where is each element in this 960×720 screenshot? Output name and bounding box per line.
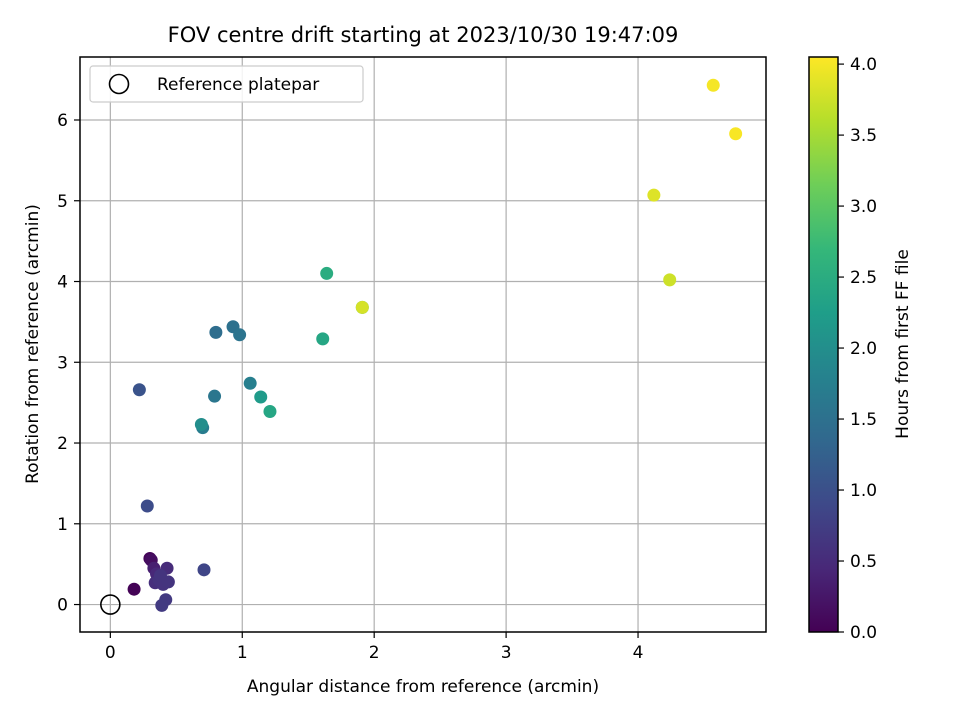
data-point <box>197 563 211 577</box>
x-axis-ticks: 0 1 2 3 4 <box>105 632 644 663</box>
grid <box>80 57 766 632</box>
colorbar-gradient <box>809 57 838 632</box>
data-point <box>209 325 223 339</box>
colorbar-tick-label: 1.0 <box>850 481 877 501</box>
data-points <box>127 78 743 612</box>
x-tick-label: 0 <box>105 643 116 663</box>
data-point <box>208 389 222 403</box>
data-point <box>132 383 146 397</box>
colorbar-tick-label: 4.0 <box>850 55 877 75</box>
colorbar-tick-label: 0.0 <box>850 623 877 643</box>
legend: Reference platepar <box>89 65 364 103</box>
colorbar-tick-label: 1.5 <box>850 410 877 430</box>
data-point <box>254 390 268 404</box>
data-point <box>263 405 277 419</box>
data-point <box>243 376 257 390</box>
data-point <box>663 273 677 287</box>
data-point <box>355 300 369 314</box>
plot-area: 0 1 2 3 4 0 1 2 3 4 5 6 <box>57 56 767 663</box>
chart-title: FOV centre drift starting at 2023/10/30 … <box>168 23 679 47</box>
data-point <box>320 266 334 280</box>
data-point <box>153 568 167 582</box>
legend-box <box>89 65 364 103</box>
y-tick-label: 0 <box>57 596 68 616</box>
y-tick-label: 1 <box>57 515 68 535</box>
colorbar-tick-label: 2.0 <box>850 339 877 359</box>
x-tick-label: 4 <box>633 643 644 663</box>
data-point <box>233 328 247 342</box>
colorbar-frame <box>808 56 839 633</box>
data-point <box>155 598 169 612</box>
data-point <box>729 127 743 141</box>
plot-background <box>80 57 766 632</box>
colorbar: 0.0 0.5 1.0 1.5 2.0 2.5 3.0 3.5 4.0 Hours from f… <box>808 55 913 643</box>
data-point <box>140 499 154 513</box>
y-axis-label: Rotation from reference (arcmin) <box>23 204 43 484</box>
colorbar-tick-label: 2.5 <box>850 268 877 288</box>
colorbar-tick-label: 3.0 <box>850 197 877 217</box>
x-tick-label: 3 <box>501 643 512 663</box>
x-tick-label: 2 <box>369 643 380 663</box>
y-tick-label: 3 <box>57 353 68 373</box>
y-tick-label: 5 <box>57 192 68 212</box>
reference-platepar-marker <box>100 594 121 615</box>
y-tick-label: 2 <box>57 434 68 454</box>
y-tick-label: 6 <box>57 111 68 131</box>
colorbar-label: Hours from first FF file <box>893 249 913 439</box>
y-axis-ticks: 0 1 2 3 4 5 6 <box>57 111 80 616</box>
legend-reference-marker <box>108 73 130 95</box>
colorbar-tick-label: 0.5 <box>850 552 877 572</box>
data-point <box>316 332 330 346</box>
legend-label: Reference platepar <box>157 75 319 95</box>
data-point <box>194 417 208 431</box>
data-point <box>706 78 720 92</box>
colorbar-tick-label: 3.5 <box>850 126 877 146</box>
data-point <box>647 188 661 202</box>
y-tick-label: 4 <box>57 273 68 293</box>
x-axis-label: Angular distance from reference (arcmin) <box>247 677 599 697</box>
colorbar-ticks: 0.0 0.5 1.0 1.5 2.0 2.5 3.0 3.5 4.0 <box>838 55 877 643</box>
data-point <box>127 582 141 596</box>
plot-frame <box>79 56 767 633</box>
x-tick-label: 1 <box>237 643 248 663</box>
